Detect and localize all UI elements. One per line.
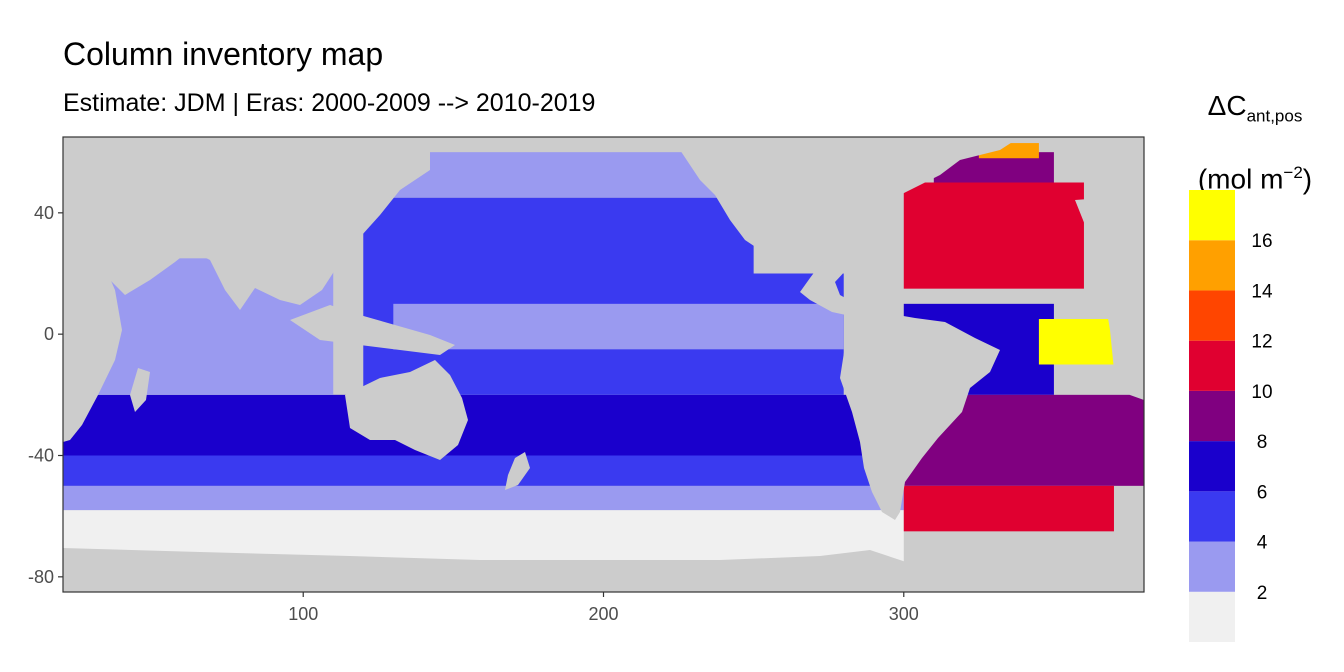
land-madagascar	[130, 368, 150, 412]
land-north-america	[680, 137, 1020, 318]
ocean-region-12	[903, 182, 1084, 289]
ocean-region-11	[903, 485, 1114, 532]
legend-label-5: 12	[1251, 332, 1272, 353]
ocean-region-3	[63, 394, 874, 456]
legend-swatch-3	[1189, 441, 1235, 492]
legend-label-2: 6	[1257, 482, 1268, 503]
land-south-america	[840, 312, 1000, 520]
x-tick-label-1: 200	[588, 604, 618, 624]
land-australia	[345, 360, 468, 460]
ocean-region-5	[393, 303, 844, 350]
legend-swatch-2	[1189, 491, 1235, 542]
legend-swatch-0	[1189, 591, 1235, 642]
legend-title: ΔCant,pos (mol m−2)	[1175, 78, 1335, 207]
legend-swatch-8	[1189, 190, 1235, 241]
legend-swatch-5	[1189, 340, 1235, 391]
land-africa	[63, 250, 122, 442]
legend-unit-close: )	[1302, 162, 1313, 194]
ocean-region-1	[63, 485, 904, 511]
legend-label-4: 10	[1251, 382, 1272, 403]
land-europe-west	[1075, 195, 1144, 250]
y-tick-label-3: -80	[28, 567, 54, 587]
x-tick-label-0: 100	[288, 604, 318, 624]
legend-swatch-7	[1189, 240, 1235, 291]
chart-title: Column inventory map	[63, 36, 384, 72]
land-new-zealand	[505, 452, 530, 490]
legend-label-7: 16	[1251, 231, 1272, 252]
legend-label-3: 8	[1257, 432, 1268, 453]
x-tick-label-2: 300	[889, 604, 919, 624]
chart-subtitle: Estimate: JDM | Eras: 2000-2009 --> 2010…	[63, 89, 596, 117]
y-tick-label-2: -40	[28, 446, 54, 466]
land-antarctica	[63, 548, 1144, 592]
legend-swatch-1	[1189, 541, 1235, 592]
legend-swatch-6	[1189, 290, 1235, 341]
y-tick-label-1: 0	[44, 324, 54, 344]
legend-label-0: 2	[1257, 583, 1268, 604]
y-tick-label-0: 40	[34, 203, 54, 223]
legend-subscript: ant,pos	[1246, 106, 1303, 126]
legend-unit-sup: −2	[1283, 162, 1303, 182]
ocean-region-2	[63, 455, 904, 486]
legend-unit-open: (mol m	[1197, 162, 1284, 194]
legend-symbol: ΔC	[1207, 90, 1247, 121]
ocean-region-6	[363, 197, 754, 274]
color-legend: 2 4 6 8 10 12 14 16	[1189, 190, 1273, 642]
land-masses	[63, 137, 1144, 592]
land-greenland	[1050, 137, 1144, 195]
land-maritime-asia	[290, 305, 455, 355]
legend-swatch-4	[1189, 390, 1235, 442]
legend-label-6: 14	[1251, 281, 1273, 302]
land-africa-west	[1100, 265, 1144, 400]
legend-label-1: 4	[1257, 533, 1268, 554]
land-eurasia	[63, 137, 430, 310]
